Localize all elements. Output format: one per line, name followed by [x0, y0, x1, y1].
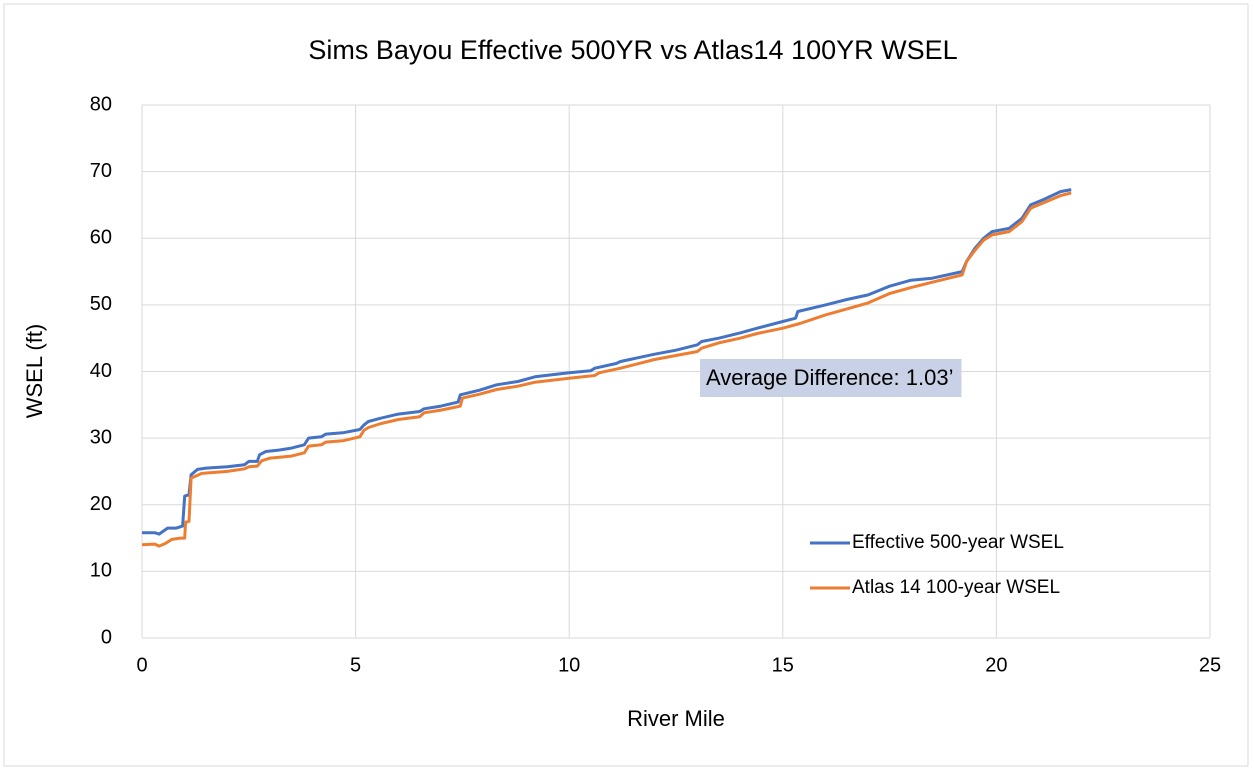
chart-title: Sims Bayou Effective 500YR vs Atlas14 10…	[308, 35, 957, 65]
series-line	[142, 188, 1072, 536]
x-axis-label: River Mile	[627, 706, 725, 731]
y-tick-label: 60	[90, 227, 112, 249]
y-tick-label: 40	[90, 360, 112, 382]
legend-label: Effective 500-year WSEL	[852, 532, 1064, 553]
x-tick-label: 10	[558, 654, 580, 676]
x-tick-label: 0	[136, 654, 147, 676]
y-tick-label: 70	[90, 160, 112, 182]
x-tick-label: 20	[985, 654, 1007, 676]
y-tick-label: 10	[90, 560, 112, 582]
y-axis-label: WSEL (ft)	[22, 324, 47, 419]
y-tick-label: 0	[101, 626, 112, 648]
x-tick-label: 15	[772, 654, 794, 676]
annotation: Average Difference: 1.03’	[706, 365, 953, 390]
legend-label: Atlas 14 100-year WSEL	[852, 577, 1060, 598]
chart-border	[3, 3, 1249, 767]
y-tick-label: 20	[90, 493, 112, 515]
x-tick-label: 5	[350, 654, 361, 676]
y-tick-label: 30	[90, 426, 112, 448]
y-tick-label: 80	[90, 93, 112, 115]
y-tick-label: 50	[90, 293, 112, 315]
x-tick-label: 25	[1199, 654, 1221, 676]
series-line	[141, 191, 1072, 548]
annotation-background	[700, 359, 962, 397]
